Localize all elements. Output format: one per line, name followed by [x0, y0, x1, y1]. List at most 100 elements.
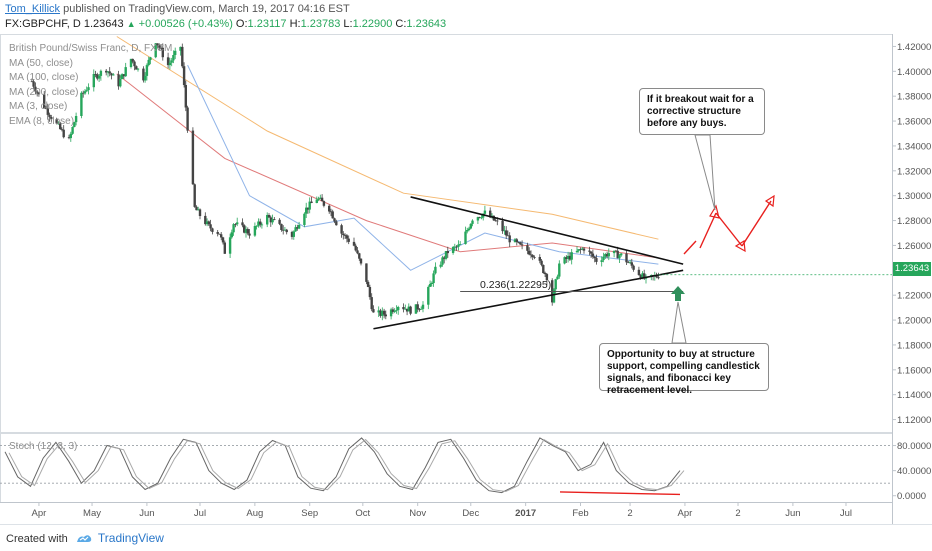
candle-body [131, 58, 134, 62]
candle-body [359, 258, 363, 264]
candle-body [556, 276, 559, 280]
candle-body [184, 85, 187, 108]
candle-body [216, 232, 219, 234]
legend-ma-3: MA (3, close) [9, 101, 68, 112]
candle-body [467, 228, 471, 230]
candle-body [471, 220, 474, 224]
legend-ema-8: EMA (8, close) [9, 115, 75, 127]
candle-body [241, 222, 244, 226]
candle-body [428, 284, 432, 287]
change-value: +0.00526 (+0.43%) [138, 18, 233, 30]
candle-body [395, 310, 398, 311]
candle-body [420, 308, 423, 310]
candle-body [443, 257, 446, 259]
candle-body [370, 297, 373, 310]
candle-body [135, 66, 138, 70]
author-link[interactable]: Tom_Killick [5, 3, 61, 15]
candle-body [83, 91, 87, 94]
candle-body [591, 253, 595, 257]
candle-body [182, 66, 186, 85]
candle-body [618, 255, 621, 259]
candle-body [55, 119, 58, 124]
candle-body [259, 221, 262, 225]
candle-body [382, 310, 386, 315]
candle-body [285, 229, 288, 233]
candle-body [119, 79, 122, 87]
price-tick-label: 1.26000 [897, 241, 931, 252]
triangle-lower-line [373, 269, 684, 330]
time-tick-label: Jul [194, 508, 206, 519]
tradingview-brand[interactable]: TradingView [97, 531, 164, 545]
price-tick-label: 1.38000 [897, 92, 931, 103]
candle-body [143, 75, 147, 81]
candle-body [639, 275, 642, 279]
legend-title: British Pound/Swiss Franc, D, FXCM [9, 43, 173, 54]
footer: Created with TradingView [0, 524, 932, 551]
price-tick-label: 1.40000 [897, 67, 931, 78]
time-tick-label: 2017 [515, 508, 536, 519]
last-price: 1.23643 [83, 18, 124, 30]
candle-body [469, 223, 472, 229]
price-tick-label: 1.30000 [897, 191, 931, 202]
candle-body [381, 310, 384, 316]
candle-body [319, 197, 322, 199]
candle-body [48, 114, 51, 117]
candle-body [588, 250, 591, 252]
candle-body [181, 46, 184, 67]
candle-body [99, 70, 103, 76]
candle-body [246, 229, 249, 234]
candle-body [170, 60, 173, 63]
candle-body [356, 250, 359, 254]
candle-body [515, 239, 518, 242]
candle-body [384, 314, 387, 317]
candle-body [531, 255, 534, 257]
candle-body [377, 310, 380, 313]
candle-body [416, 304, 419, 310]
candle-body [269, 217, 272, 223]
candle-body [459, 244, 462, 245]
projection-arrow [699, 212, 717, 249]
time-tick-label: Aug [246, 508, 263, 519]
close-value: 1.23643 [406, 18, 447, 30]
candle-body [46, 108, 49, 115]
candle-body [159, 47, 163, 49]
candle-body [67, 137, 71, 139]
candle-body [230, 232, 233, 238]
candle-body [322, 201, 326, 206]
candle-body [228, 237, 232, 254]
candle-body [402, 307, 405, 310]
candle-body [308, 201, 311, 210]
candle-body [441, 257, 444, 265]
publish-line: Tom_Killick published on TradingView.com… [5, 3, 350, 15]
candle-body [538, 257, 541, 261]
candle-body [630, 262, 633, 266]
open-value: 1.23117 [247, 18, 287, 30]
candle-body [191, 130, 195, 185]
candle-body [80, 92, 83, 116]
candle-body [476, 217, 480, 221]
created-with: Created with TradingView [6, 531, 164, 547]
candle-body [260, 224, 264, 226]
candle-body [186, 107, 189, 131]
candle-body [494, 220, 497, 222]
candle-body [563, 257, 566, 264]
price-tick-label: 1.22000 [897, 291, 931, 302]
price-chart[interactable]: 1.42000 1.40000 1.38000 1.36000 1.34000 1.320… [0, 0, 932, 524]
candle-body [168, 62, 172, 66]
price-tick-label: 1.12000 [897, 415, 931, 426]
projection-arrow [683, 240, 697, 255]
candle-body [496, 220, 499, 222]
candle-body [92, 74, 95, 88]
candle-body [267, 215, 271, 218]
time-tick-label: Dec [462, 508, 479, 519]
time-tick-label: Jun [139, 508, 154, 519]
candle-body [211, 228, 214, 232]
candle-body [290, 232, 294, 237]
projection-arrowhead [764, 194, 775, 208]
stoch-tick-label: 0.0000 [897, 491, 926, 502]
candle-body [628, 262, 632, 264]
candle-body [627, 262, 630, 264]
candle-body [602, 256, 605, 261]
candle-body [73, 122, 76, 127]
candle-body [306, 207, 310, 210]
